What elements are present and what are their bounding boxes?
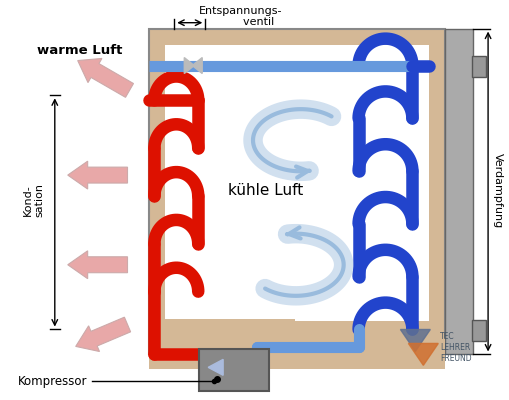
Polygon shape [192,58,202,74]
Bar [149,338,444,354]
FancyArrow shape [68,161,127,189]
Bar [149,29,444,354]
Text: Kond-
sation: Kond- sation [23,183,45,217]
Polygon shape [408,344,437,365]
FancyArrow shape [77,58,133,97]
Text: warme Luft: warme Luft [37,44,122,57]
Polygon shape [400,330,430,352]
FancyArrow shape [75,317,130,352]
Bar [471,320,485,342]
Text: TEC
LEHRER
FREUND: TEC LEHRER FREUND [439,332,471,363]
Bar [471,56,485,78]
Bar [165,45,429,320]
Text: Kompressor: Kompressor [18,375,88,388]
Text: Verdampfung: Verdampfung [492,154,502,229]
Bar [199,350,268,391]
Bar [165,318,294,338]
Text: kühle Luft: kühle Luft [228,182,303,198]
Text: Entspannungs-
          ventil: Entspannungs- ventil [199,6,282,27]
Bar [149,354,444,369]
Polygon shape [184,58,194,74]
Polygon shape [208,359,223,375]
FancyArrow shape [68,251,127,279]
Bar [444,29,472,354]
